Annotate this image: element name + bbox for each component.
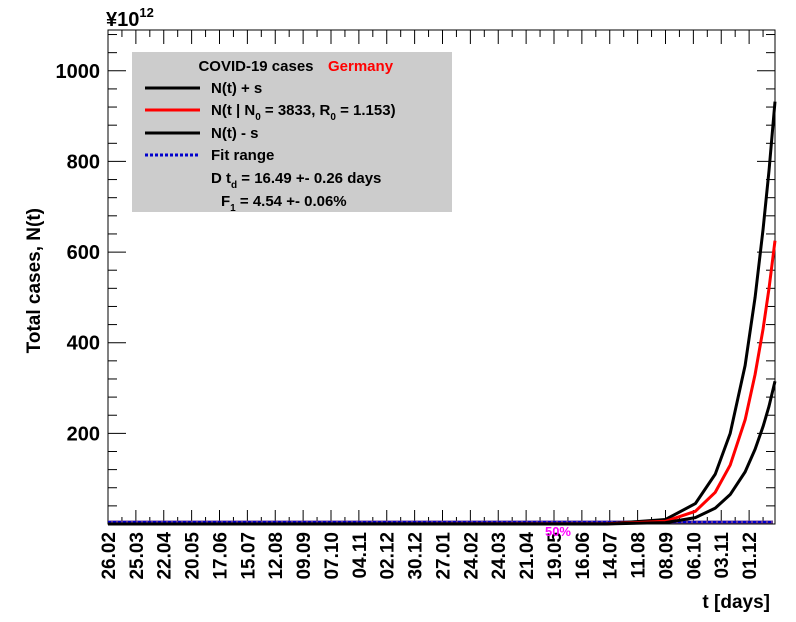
x-tick-label: 01.12: [740, 532, 761, 580]
x-tick-label: 08.09: [656, 532, 677, 580]
x-tick-label: 09.09: [294, 532, 315, 580]
x-tick-label: 24.03: [489, 532, 510, 580]
legend-title: COVID-19 cases: [198, 58, 313, 75]
y-tick-label: 1000: [56, 61, 101, 83]
legend-label-fit: N(t | N0 = 3833, R0 = 1.153): [211, 102, 396, 123]
series-group: [107, 101, 777, 526]
legend-stat-doubling: D td = 16.49 +- 0.26 days: [211, 170, 381, 191]
x-tick-label: 02.12: [378, 532, 399, 580]
series-line-2: [107, 380, 777, 526]
annotation-50-percent: 50%: [545, 524, 571, 539]
x-tick-label: 12.08: [266, 532, 287, 580]
legend-label-lower: N(t) - s: [211, 125, 259, 142]
y-exponent-base: ¥10: [106, 9, 139, 31]
y-exponent-power: 12: [139, 5, 153, 20]
series-line-1: [107, 240, 777, 526]
x-tick-label: 17.06: [210, 532, 231, 580]
legend-country: Germany: [328, 58, 394, 75]
x-tick-label: 22.04: [155, 532, 176, 580]
x-tick-label: 11.08: [629, 532, 650, 579]
y-axis: 200 400 600 800 1000: [56, 34, 775, 525]
x-tick-label: 24.02: [461, 532, 482, 580]
x-tick-label: 15.07: [238, 532, 259, 580]
x-tick-label: 07.10: [322, 532, 343, 580]
legend-label-upper: N(t) + s: [211, 80, 262, 97]
x-tick-label: 21.04: [517, 532, 538, 580]
y-tick-label: 400: [67, 333, 100, 355]
x-tick-label: 04.11: [350, 532, 371, 579]
y-tick-label: 600: [67, 242, 100, 264]
legend-label-range: Fit range: [211, 147, 274, 164]
x-tick-label: 30.12: [406, 532, 427, 580]
x-tick-label: 20.05: [183, 532, 204, 580]
y-tick-label: 800: [67, 151, 100, 173]
x-tick-label: 25.03: [127, 532, 148, 580]
x-tick-label: 19.05: [545, 532, 566, 580]
x-tick-label: 06.10: [684, 532, 705, 580]
x-tick-label: 14.07: [601, 532, 622, 580]
x-tick-label: 03.11: [712, 532, 733, 579]
legend: COVID-19 cases Germany N(t) + s N(t | N0…: [132, 52, 452, 214]
y-axis-title: Total cases, N(t): [24, 208, 45, 353]
x-tick-label: 16.06: [573, 532, 594, 580]
x-axis-title: t [days]: [702, 592, 770, 613]
legend-stat-growth: F1 = 4.54 +- 0.06%: [221, 193, 347, 214]
x-tick-label: 27.01: [433, 532, 454, 580]
x-tick-label: 26.02: [99, 532, 120, 580]
y-tick-label: 200: [67, 423, 100, 445]
y-exponent-label: ¥1012: [106, 5, 154, 31]
